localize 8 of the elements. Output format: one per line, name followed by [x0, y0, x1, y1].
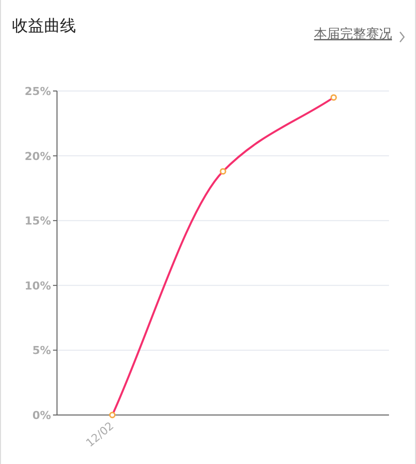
y-tick-label: 15% [24, 214, 51, 228]
y-tick-label: 10% [24, 279, 51, 292]
y-tick-label: 20% [24, 150, 51, 163]
text: 本届完整赛况 [314, 26, 392, 42]
y-tick-label: 5% [32, 344, 51, 358]
y-tick-label: 25% [24, 85, 51, 98]
chart-title: 收益曲线 [12, 16, 76, 35]
y-tick-label: 0% [32, 409, 51, 422]
